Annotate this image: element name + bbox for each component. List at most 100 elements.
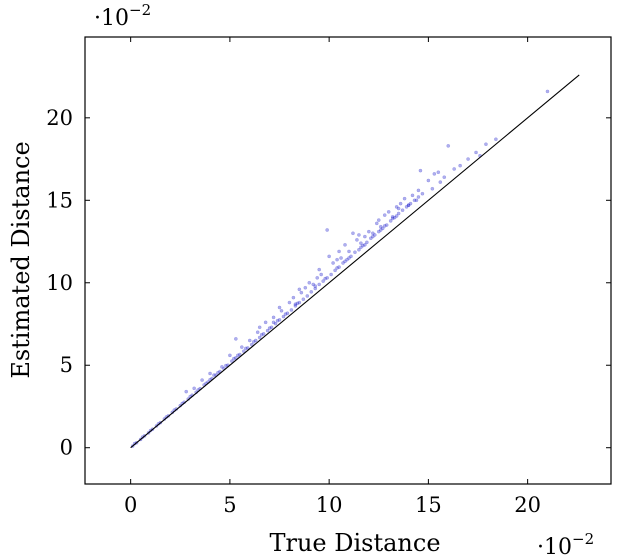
data-point — [285, 311, 290, 316]
data-point — [267, 326, 272, 330]
data-point — [277, 305, 282, 310]
data-point — [355, 238, 359, 242]
data-point — [394, 214, 399, 218]
data-point — [277, 318, 282, 322]
data-point — [271, 315, 276, 320]
data-point — [257, 335, 262, 340]
data-point — [412, 198, 417, 203]
x-axis-label: True Distance — [269, 529, 440, 557]
data-point — [370, 231, 375, 236]
data-point — [442, 175, 447, 180]
data-point — [237, 352, 242, 357]
data-point — [388, 219, 393, 223]
data-point — [271, 320, 276, 325]
data-point — [406, 203, 411, 208]
data-point — [291, 295, 296, 300]
data-point — [297, 300, 302, 305]
data-point — [281, 314, 286, 319]
x-multiplier: ·10−2 — [537, 530, 594, 560]
data-point — [357, 233, 361, 237]
data-point — [438, 180, 443, 184]
data-point — [402, 196, 407, 201]
data-point — [192, 386, 197, 391]
data-point — [349, 254, 353, 259]
data-point — [396, 211, 401, 216]
x-tick-label: 15 — [415, 493, 442, 517]
data-point — [378, 228, 383, 232]
y-multiplier: ·10−2 — [94, 1, 151, 31]
data-point — [418, 168, 423, 173]
data-point — [382, 224, 387, 228]
data-point — [313, 284, 318, 288]
data-point — [452, 167, 457, 171]
data-point — [253, 338, 258, 343]
x-tick-label: 5 — [223, 493, 236, 517]
reference-line — [130, 74, 580, 449]
data-point — [315, 275, 320, 280]
data-point — [494, 137, 498, 142]
data-point — [293, 302, 298, 307]
data-point — [386, 209, 391, 214]
data-point — [404, 205, 409, 209]
data-point — [317, 282, 322, 287]
data-point — [283, 312, 288, 316]
y-tick-label: 15 — [46, 188, 73, 212]
data-point — [361, 243, 365, 248]
data-point — [359, 241, 363, 246]
data-point — [241, 349, 246, 354]
data-point — [337, 249, 341, 254]
data-point — [376, 218, 381, 222]
data-point — [200, 378, 204, 382]
data-point — [208, 371, 212, 376]
data-point — [366, 229, 371, 234]
data-point — [339, 256, 343, 260]
data-point — [347, 249, 351, 254]
y-tick-label: 10 — [46, 271, 73, 295]
data-points — [130, 89, 550, 448]
data-point — [351, 231, 355, 236]
data-point — [458, 163, 462, 168]
data-point — [345, 257, 349, 262]
plot-frame — [84, 36, 612, 485]
data-point — [319, 272, 324, 277]
data-point — [239, 345, 244, 349]
data-point — [297, 287, 302, 292]
data-point — [333, 268, 337, 273]
data-point — [382, 213, 387, 217]
data-point — [337, 265, 341, 269]
data-point — [432, 172, 437, 176]
x-tick-label: 0 — [124, 493, 137, 517]
data-point — [392, 215, 397, 220]
data-point — [374, 221, 379, 226]
data-point — [235, 353, 240, 358]
data-point — [259, 332, 264, 337]
data-point — [325, 275, 330, 280]
data-point — [484, 142, 488, 147]
data-point — [305, 294, 310, 298]
data-point — [376, 229, 381, 234]
data-point — [220, 365, 224, 369]
data-point — [293, 304, 298, 308]
data-point — [321, 279, 326, 283]
data-point — [545, 89, 550, 94]
data-point — [400, 208, 405, 213]
data-point — [279, 308, 284, 313]
data-point — [245, 346, 250, 350]
data-point — [232, 356, 236, 361]
data-point — [363, 242, 367, 247]
data-point — [466, 157, 470, 161]
data-point — [335, 257, 339, 262]
data-point — [184, 389, 189, 394]
data-point — [370, 234, 375, 239]
data-point — [406, 203, 411, 208]
data-point — [243, 346, 248, 351]
data-point — [341, 261, 345, 265]
y-tick-label: 20 — [46, 106, 73, 130]
data-point — [234, 337, 238, 341]
data-point — [234, 355, 238, 360]
data-point — [249, 342, 254, 347]
data-point — [325, 228, 330, 232]
data-point — [309, 289, 314, 294]
data-point — [257, 325, 262, 330]
data-point — [446, 144, 451, 148]
